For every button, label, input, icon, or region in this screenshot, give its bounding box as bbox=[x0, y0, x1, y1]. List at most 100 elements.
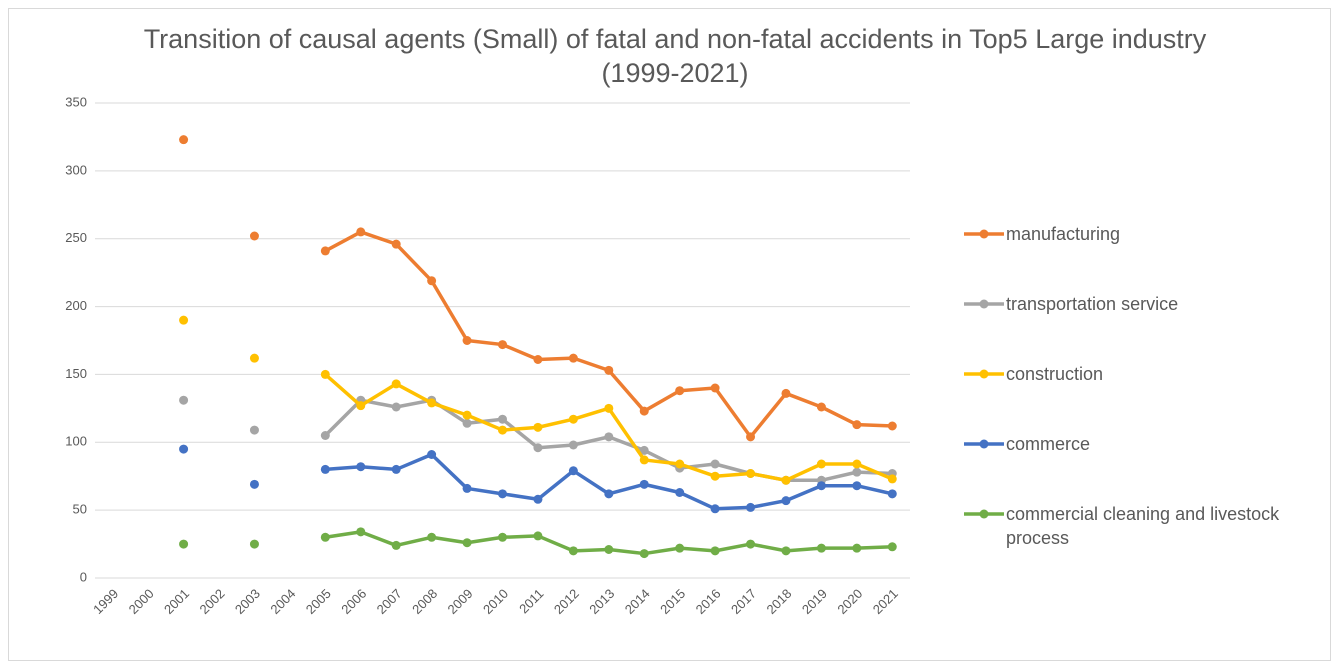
y-tick-label: 50 bbox=[73, 502, 87, 517]
data-point bbox=[498, 340, 507, 350]
data-point bbox=[675, 488, 685, 497]
x-tick-label: 2007 bbox=[374, 586, 405, 617]
data-point bbox=[391, 379, 401, 389]
data-point bbox=[781, 475, 791, 485]
data-point bbox=[533, 355, 543, 364]
x-tick-label: 2016 bbox=[693, 586, 724, 617]
x-tick-label: 2003 bbox=[232, 586, 263, 617]
data-point bbox=[781, 388, 791, 398]
data-point bbox=[604, 403, 614, 413]
data-point bbox=[462, 410, 472, 420]
data-point bbox=[568, 414, 578, 424]
data-point bbox=[249, 479, 259, 489]
data-point bbox=[887, 474, 897, 484]
data-point bbox=[391, 239, 401, 249]
data-point bbox=[816, 402, 826, 412]
x-tick-label: 2019 bbox=[799, 586, 830, 617]
data-point bbox=[639, 455, 649, 465]
data-point bbox=[498, 489, 507, 499]
data-point bbox=[498, 425, 507, 435]
data-point bbox=[533, 531, 543, 541]
x-tick-label: 2021 bbox=[870, 586, 901, 617]
legend: manufacturing transportation service const… bbox=[962, 222, 1332, 572]
data-point bbox=[320, 369, 330, 379]
data-point bbox=[462, 483, 472, 493]
data-point bbox=[675, 459, 685, 469]
data-point bbox=[710, 459, 720, 469]
data-point bbox=[533, 443, 543, 453]
data-point bbox=[639, 406, 649, 416]
legend-swatch bbox=[964, 229, 1004, 239]
y-tick-label: 150 bbox=[65, 366, 87, 381]
data-point bbox=[675, 386, 685, 396]
data-point bbox=[356, 527, 366, 537]
data-point bbox=[249, 539, 259, 549]
legend-swatch bbox=[964, 509, 1004, 519]
x-tick-label: 2018 bbox=[763, 586, 794, 617]
data-point bbox=[249, 425, 259, 435]
data-point bbox=[639, 549, 649, 559]
legend-swatch bbox=[964, 369, 1004, 379]
legend-swatch bbox=[964, 299, 1004, 309]
y-tick-label: 350 bbox=[65, 94, 87, 109]
legend-marker bbox=[979, 439, 989, 449]
x-tick-label: 2008 bbox=[409, 586, 440, 617]
legend-label: construction bbox=[1006, 364, 1104, 384]
legend-marker bbox=[979, 509, 989, 519]
data-point bbox=[249, 231, 259, 241]
data-point bbox=[604, 432, 614, 442]
data-point bbox=[462, 418, 472, 428]
data-point bbox=[568, 546, 578, 556]
data-point bbox=[852, 467, 862, 477]
data-point bbox=[604, 365, 614, 375]
x-tick-label: 2017 bbox=[728, 586, 759, 617]
x-tick-label: 2014 bbox=[622, 586, 653, 617]
data-point bbox=[746, 539, 756, 549]
data-point bbox=[816, 459, 826, 469]
data-point bbox=[568, 353, 578, 363]
legend-entry: commercial cleaning and livestock proces… bbox=[962, 502, 1332, 572]
x-tick-label: 2011 bbox=[516, 586, 546, 616]
x-tick-label: 2001 bbox=[161, 586, 192, 617]
data-point bbox=[781, 546, 791, 556]
legend-marker bbox=[979, 369, 989, 379]
x-tick-label: 2020 bbox=[834, 586, 865, 617]
data-point bbox=[320, 431, 330, 440]
data-point bbox=[639, 479, 649, 489]
y-tick-label: 0 bbox=[80, 569, 87, 584]
data-point bbox=[320, 246, 330, 256]
data-point bbox=[391, 464, 401, 474]
data-point bbox=[852, 459, 862, 469]
legend-marker bbox=[979, 299, 989, 309]
legend-entry: construction bbox=[962, 362, 1332, 432]
data-point bbox=[462, 538, 472, 548]
data-point bbox=[816, 481, 826, 491]
legend-swatch bbox=[964, 439, 1004, 449]
data-point bbox=[852, 543, 862, 553]
data-point bbox=[710, 383, 720, 393]
y-tick-label: 100 bbox=[65, 434, 87, 449]
data-point bbox=[249, 353, 259, 363]
data-point bbox=[356, 401, 366, 411]
data-point bbox=[746, 469, 756, 478]
y-tick-label: 250 bbox=[65, 230, 87, 245]
data-point bbox=[675, 543, 685, 553]
data-point bbox=[427, 450, 437, 459]
x-tick-label: 2012 bbox=[551, 586, 582, 617]
legend-label: manufacturing bbox=[1006, 224, 1121, 244]
data-point bbox=[179, 315, 189, 325]
data-point bbox=[639, 445, 649, 455]
data-point bbox=[746, 502, 756, 512]
data-point bbox=[816, 543, 826, 553]
data-point bbox=[533, 422, 543, 432]
x-tick-label: 2015 bbox=[657, 586, 688, 617]
x-tick-label: 1999 bbox=[90, 586, 121, 617]
data-point bbox=[604, 545, 614, 554]
legend-marker bbox=[979, 229, 989, 239]
chart-title: Transition of causal agents (Small) of f… bbox=[143, 24, 1207, 88]
data-point bbox=[391, 540, 401, 550]
legend-entry: commerce bbox=[962, 432, 1332, 502]
data-point bbox=[427, 398, 437, 408]
